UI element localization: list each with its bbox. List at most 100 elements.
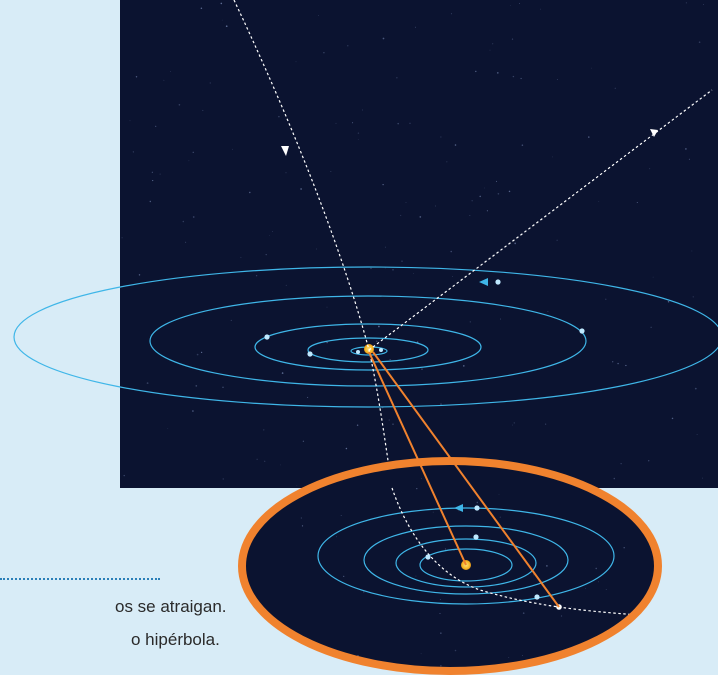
trajectory-incoming [233, 0, 393, 489]
star [221, 19, 223, 21]
star [585, 587, 586, 589]
star [696, 433, 698, 435]
star [326, 341, 328, 344]
star [439, 613, 441, 615]
zoom-ring [238, 457, 662, 675]
star [330, 171, 332, 172]
star [397, 122, 399, 125]
star [496, 72, 499, 74]
star [519, 2, 520, 4]
star [513, 422, 515, 424]
star [520, 77, 522, 80]
star [185, 241, 187, 243]
star [192, 151, 194, 153]
planet-icon [264, 334, 270, 340]
star [499, 516, 501, 518]
star [202, 109, 204, 111]
star [129, 120, 131, 122]
star [268, 235, 270, 237]
star [396, 77, 398, 79]
star [454, 649, 457, 652]
star [446, 161, 448, 163]
star [489, 49, 491, 51]
star [595, 567, 597, 570]
arrowhead-icon [650, 129, 658, 137]
star [159, 173, 161, 175]
caption-line-2: o hipérbola. [131, 630, 220, 649]
star [508, 190, 511, 193]
star [170, 71, 171, 72]
star [281, 372, 284, 374]
star [285, 284, 287, 286]
star [384, 267, 386, 269]
star [701, 477, 703, 479]
star [392, 423, 394, 425]
star [688, 158, 690, 160]
star [486, 210, 488, 212]
zoom-connector-right [372, 351, 560, 608]
star [192, 410, 194, 412]
star [138, 274, 141, 276]
star [416, 341, 419, 343]
star [232, 148, 234, 150]
star [496, 180, 497, 182]
star [591, 67, 592, 69]
zoom-inset-background [242, 461, 658, 671]
star [469, 215, 471, 216]
star [295, 61, 297, 63]
star [692, 296, 694, 298]
star [444, 548, 446, 550]
star [356, 424, 359, 426]
star [336, 536, 337, 538]
star [652, 276, 654, 278]
star [471, 200, 473, 202]
star [649, 168, 651, 170]
star [440, 136, 442, 138]
star [450, 250, 452, 253]
orbit-second [254, 323, 482, 371]
star [510, 5, 512, 7]
planet-icon [579, 328, 585, 334]
star [416, 488, 418, 490]
star [685, 2, 687, 4]
star [521, 144, 524, 146]
star [146, 382, 149, 384]
planet-icon [473, 534, 479, 540]
star [340, 515, 342, 516]
orbit-group [13, 266, 718, 408]
star [256, 458, 258, 460]
star [230, 319, 232, 321]
star [384, 246, 386, 248]
star [644, 501, 645, 502]
star [432, 511, 434, 513]
star [450, 13, 452, 15]
star [479, 195, 481, 198]
star [318, 14, 319, 16]
star [121, 237, 123, 239]
star [316, 248, 318, 250]
star [347, 45, 349, 47]
star [415, 575, 417, 577]
star [255, 275, 258, 277]
orbit-inner [307, 337, 429, 363]
star [200, 351, 203, 354]
star [378, 325, 380, 328]
star [220, 2, 223, 5]
star [440, 632, 442, 634]
orbit-inset-inner [419, 548, 513, 582]
star [280, 464, 281, 466]
star [475, 70, 477, 73]
star [458, 510, 460, 512]
star [605, 298, 607, 300]
star [196, 353, 199, 356]
star [151, 171, 153, 173]
sun-icon [364, 344, 374, 354]
star [382, 37, 385, 40]
star [522, 655, 523, 656]
star [694, 387, 697, 390]
planet-icon [307, 351, 313, 357]
star [152, 180, 154, 182]
star [698, 41, 701, 43]
orbit-group-inset [317, 507, 615, 605]
star [440, 403, 442, 405]
